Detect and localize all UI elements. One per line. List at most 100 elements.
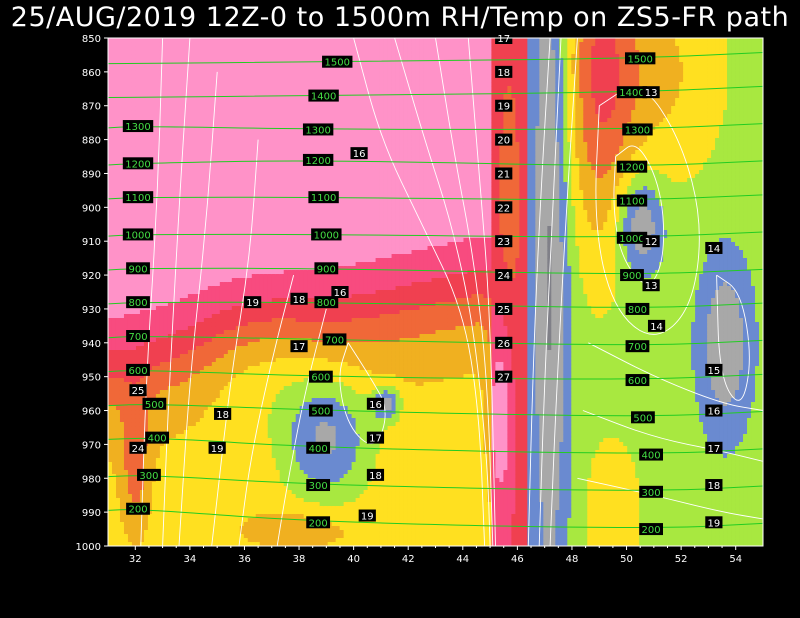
rh-cell	[215, 158, 221, 163]
rh-cell	[239, 162, 245, 167]
rh-cell	[207, 430, 213, 435]
rh-cell	[239, 142, 245, 147]
rh-cell	[251, 290, 257, 295]
rh-cell	[167, 470, 173, 475]
rh-cell	[219, 358, 225, 363]
rh-cell	[199, 534, 205, 539]
rh-cell	[119, 278, 125, 283]
rh-cell	[239, 534, 245, 539]
rh-cell	[195, 314, 201, 319]
rh-cell	[255, 502, 261, 507]
rh-cell	[215, 154, 221, 159]
rh-cell	[251, 54, 257, 59]
rh-cell	[223, 190, 229, 195]
rh-cell	[215, 318, 221, 323]
rh-cell	[111, 418, 117, 423]
rh-cell	[183, 134, 189, 139]
rh-cell	[108, 146, 113, 151]
rh-cell	[203, 510, 209, 515]
rh-cell	[235, 166, 241, 171]
rh-cell	[108, 58, 113, 63]
rh-cell	[251, 486, 257, 491]
rh-cell	[235, 82, 241, 87]
rh-cell	[139, 58, 145, 63]
rh-cell	[171, 306, 177, 311]
rh-cell	[119, 334, 125, 339]
rh-cell	[131, 458, 137, 463]
rh-cell	[115, 402, 121, 407]
rh-cell	[143, 246, 149, 251]
rh-cell	[259, 46, 265, 51]
rh-cell	[247, 194, 253, 199]
rh-cell	[163, 310, 169, 315]
rh-cell	[131, 246, 137, 251]
rh-cell	[243, 106, 249, 111]
rh-cell	[131, 178, 137, 183]
rh-cell	[203, 314, 209, 319]
rh-cell	[223, 118, 229, 123]
rh-cell	[111, 478, 117, 483]
rh-cell	[127, 346, 133, 351]
rh-cell	[187, 286, 193, 291]
rh-cell	[139, 346, 145, 351]
rh-cell	[231, 54, 237, 59]
rh-cell	[255, 474, 261, 479]
rh-cell	[203, 46, 209, 51]
rh-cell	[175, 138, 181, 143]
rh-cell	[259, 142, 265, 147]
rh-cell	[111, 174, 117, 179]
rh-cell	[179, 110, 185, 115]
rh-cell	[255, 254, 261, 259]
rh-cell	[223, 174, 229, 179]
rh-cell	[191, 254, 197, 259]
rh-cell	[223, 66, 229, 71]
rh-cell	[195, 526, 201, 531]
rh-cell	[187, 402, 193, 407]
rh-cell	[123, 530, 129, 535]
rh-cell	[179, 290, 185, 295]
rh-cell	[115, 506, 121, 511]
rh-cell	[187, 130, 193, 135]
rh-cell	[251, 214, 257, 219]
rh-cell	[259, 110, 265, 115]
rh-cell	[171, 470, 177, 475]
rh-cell	[163, 94, 169, 99]
rh-cell	[147, 134, 153, 139]
rh-cell	[259, 470, 265, 475]
rh-cell	[227, 490, 233, 495]
rh-cell	[231, 274, 237, 279]
rh-cell	[239, 318, 245, 323]
rh-cell	[211, 202, 217, 207]
rh-cell	[223, 254, 229, 259]
rh-cell	[219, 82, 225, 87]
rh-cell	[207, 210, 213, 215]
rh-cell	[219, 58, 225, 63]
rh-cell	[127, 402, 133, 407]
rh-cell	[175, 478, 181, 483]
rh-cell	[195, 394, 201, 399]
rh-cell	[139, 254, 145, 259]
rh-cell	[131, 74, 137, 79]
rh-cell	[179, 362, 185, 367]
rh-cell	[115, 418, 121, 423]
rh-cell	[175, 470, 181, 475]
rh-cell	[219, 370, 225, 375]
rh-cell	[111, 106, 117, 111]
rh-cell	[175, 530, 181, 535]
rh-cell	[227, 102, 233, 107]
rh-cell	[211, 418, 217, 423]
rh-cell	[131, 58, 137, 63]
rh-cell	[219, 302, 225, 307]
rh-cell	[119, 102, 125, 107]
rh-cell	[183, 154, 189, 159]
rh-cell	[155, 318, 161, 323]
rh-cell	[199, 66, 205, 71]
rh-cell	[175, 474, 181, 479]
rh-cell	[123, 374, 129, 379]
rh-cell	[131, 378, 137, 383]
rh-cell	[139, 218, 145, 223]
rh-cell	[163, 118, 169, 123]
rh-cell	[255, 274, 261, 279]
rh-cell	[135, 114, 141, 119]
rh-cell	[247, 426, 253, 431]
